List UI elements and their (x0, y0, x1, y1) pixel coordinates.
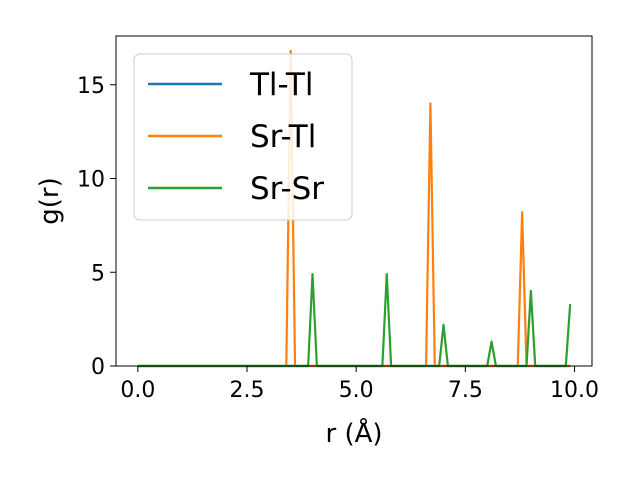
y-tick-label: 10 (77, 168, 105, 193)
legend-label: Sr-Sr (250, 171, 324, 207)
legend: Tl-Tl Sr-Tl Sr-Sr (133, 53, 353, 221)
x-tick-label: 2.5 (230, 378, 265, 403)
series-line-sr-sr (137, 273, 572, 368)
x-axis-label: r (Å) (325, 417, 382, 449)
plot-frame (115, 35, 593, 367)
y-tick-label: 15 (77, 74, 105, 99)
x-tick-label: 0.0 (120, 378, 155, 403)
legend-box (133, 53, 353, 221)
x-tick-label: 7.5 (448, 378, 483, 403)
legend-label: Sr-Tl (250, 119, 316, 155)
x-tick-label: 10.0 (550, 378, 599, 403)
x-tick-label: 5.0 (339, 378, 374, 403)
x-axis: 0.0 2.5 5.0 7.5 10.0 (120, 366, 599, 403)
y-axis: 0 5 10 15 (77, 74, 116, 380)
legend-label: Tl-Tl (249, 67, 313, 103)
y-tick-label: 0 (91, 355, 105, 380)
y-axis-label: g(r) (35, 177, 65, 224)
y-tick-label: 5 (91, 261, 105, 286)
